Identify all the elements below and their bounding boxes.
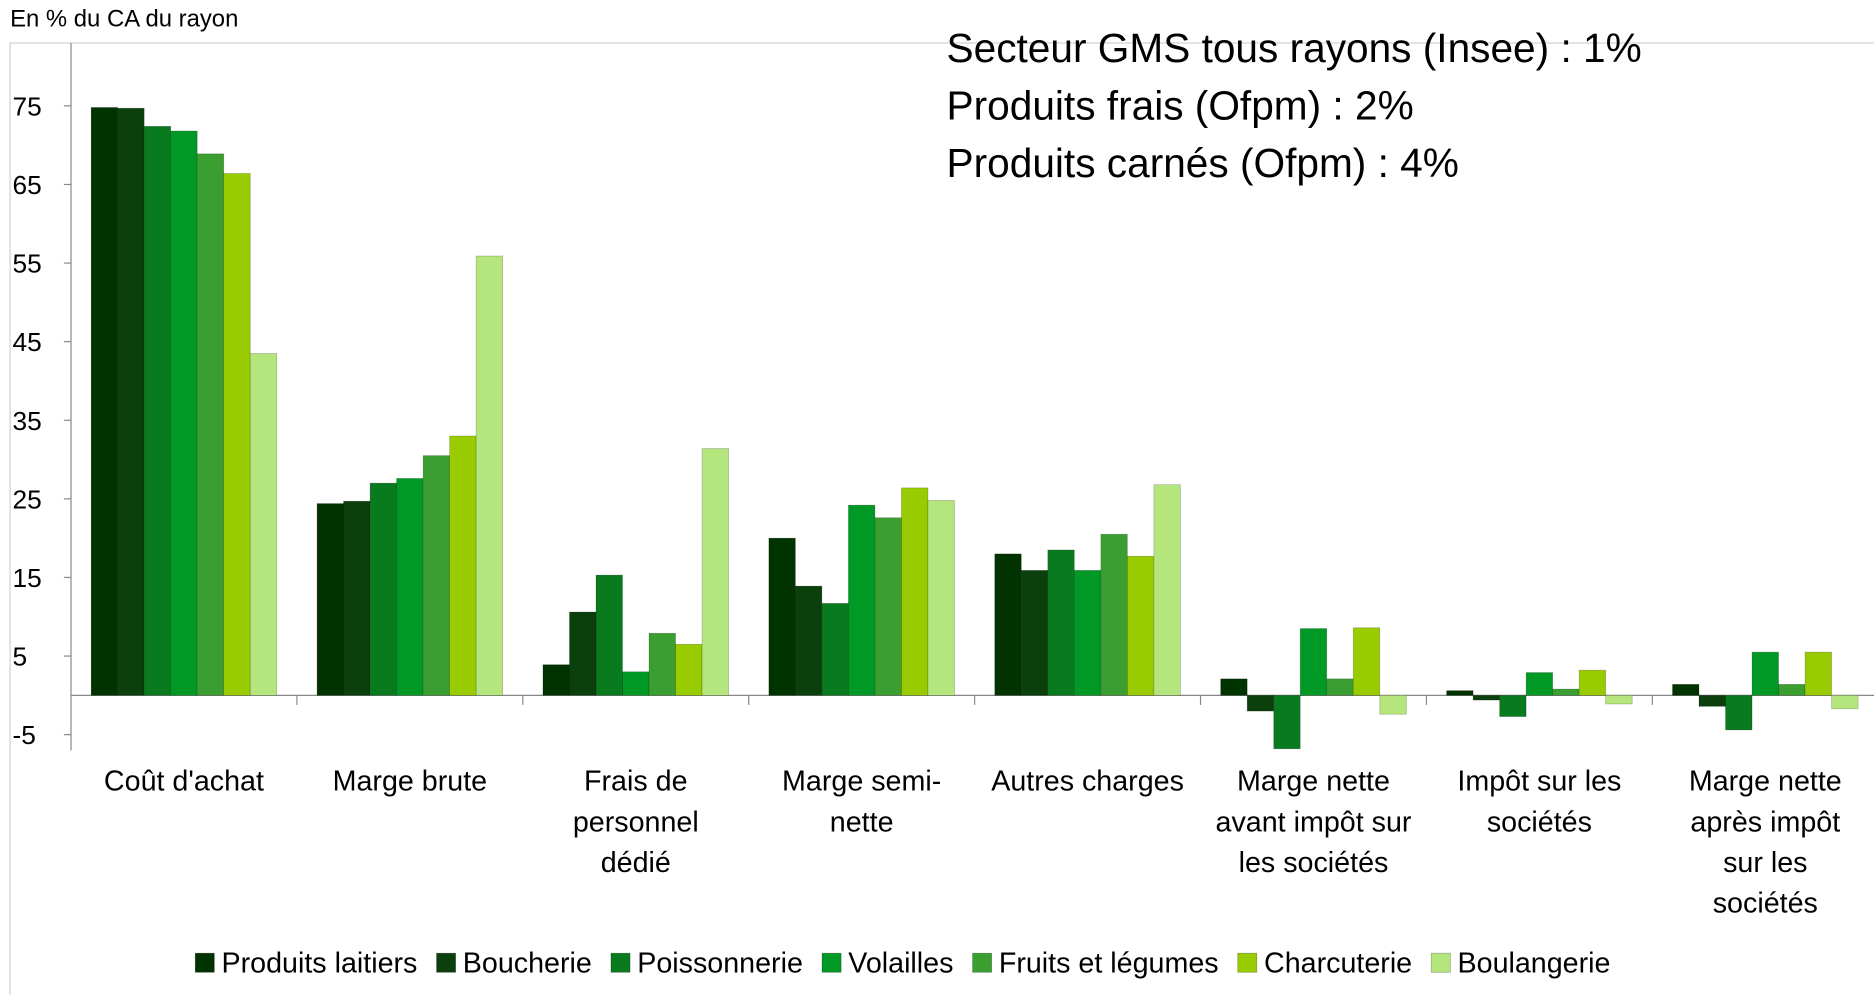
y-tick-label: 65 [12,170,41,200]
bar [1100,533,1128,696]
y-tick-label: 5 [12,642,27,672]
legend-swatch [610,952,631,973]
bar [795,585,823,696]
legend-swatch [972,952,993,973]
bar [1020,570,1049,696]
bar [1326,678,1354,696]
bar [143,125,172,696]
legend-swatch [436,952,456,973]
legend-swatch [821,952,842,973]
bar [701,448,729,696]
bar [622,671,650,696]
bar [901,487,929,696]
bar [848,504,876,696]
bar [1126,555,1155,696]
bar [1578,669,1607,696]
y-tick-label: 15 [12,563,41,593]
bar [768,537,796,696]
bar [316,503,344,696]
y-tick-label: 45 [12,327,41,357]
legend-label: Fruits et légumes [999,947,1219,979]
bar [1352,627,1381,696]
y-tick-label: 55 [12,249,41,279]
bar [1073,570,1102,696]
legend-label: Boucherie [463,947,592,979]
bar [569,611,597,696]
x-tick-label: Coût d'achat [104,766,264,798]
x-tick-label: Marge semi-nette [782,766,941,839]
legend-label: Boulangerie [1458,947,1611,979]
bar [821,603,849,696]
bar [1605,694,1633,705]
x-tick-label: Autres charges [991,766,1184,798]
x-tick-label: Impôt sur les sociétés [1457,766,1621,839]
bar [90,107,119,696]
x-tick-label: Frais de personnel dédié [573,766,699,879]
annotation: Produits frais (Ofpm) : 2% [947,82,1414,128]
bar [422,455,450,696]
bar [1751,651,1779,696]
legend-swatch [194,952,215,973]
bar [1698,694,1726,707]
bar [1246,694,1275,712]
bar [1778,683,1806,696]
legend-swatch [1237,952,1258,973]
x-tick-label: Marge brute [333,766,488,798]
bar [1047,549,1075,696]
bar [1672,683,1700,696]
bar [1499,694,1527,717]
x-tick-label: Marge nette après impôt sur les sociétés [1689,766,1842,920]
bar [927,500,955,696]
bar [595,574,623,696]
bar [249,353,278,696]
bar [1299,628,1328,696]
bar [343,500,371,696]
legend-label: Charcuterie [1264,947,1412,979]
bar [874,517,902,696]
bar [170,130,198,696]
bar [675,643,703,696]
y-tick-label: 25 [12,484,41,514]
bar [369,482,397,696]
bar [1525,672,1554,696]
bar [223,173,251,696]
legend-label: Volailles [848,947,953,979]
annotation: Produits carnés (Ofpm) : 4% [947,140,1459,186]
subtitle: En % du CA du rayon [10,5,238,32]
legend-swatch [1430,952,1451,973]
bar [1804,651,1832,696]
bar [994,553,1022,696]
bar [1725,694,1753,731]
y-tick-label: 75 [12,91,41,121]
bar [396,478,424,696]
bar [648,632,676,696]
bar [1273,694,1301,750]
x-tick-label: Marge nette avant impôt sur les sociétés [1216,766,1412,879]
bar [449,435,477,696]
bar [1831,694,1859,710]
bar [1220,678,1248,696]
y-tick-label: -5 [12,720,35,750]
y-tick-label: 35 [12,406,41,436]
annotation: Secteur GMS tous rayons (Insee) : 1% [947,25,1642,71]
legend-label: Produits laitiers [222,947,418,979]
bar [1446,690,1474,696]
bar [117,107,145,696]
bar [1153,484,1181,696]
bar [542,664,570,696]
bar [1379,694,1407,715]
bar [196,153,225,696]
bar [1472,694,1500,701]
bar [1552,688,1580,696]
legend-label: Poissonnerie [637,947,803,979]
bar [475,255,504,696]
